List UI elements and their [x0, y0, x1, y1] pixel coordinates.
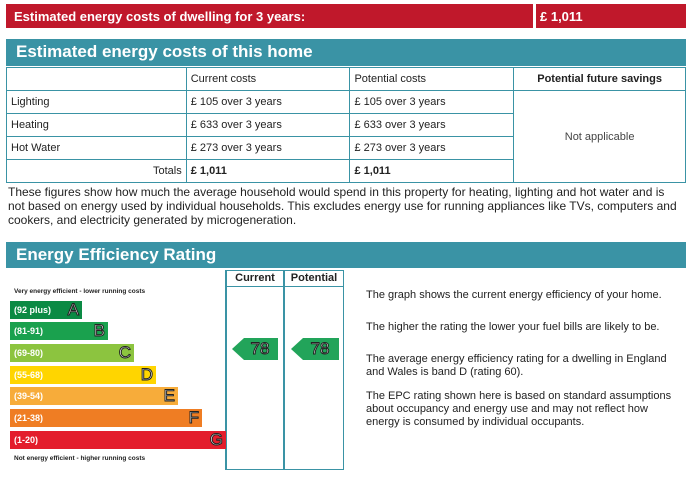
- rating-band-c: (69-80) C: [10, 343, 134, 363]
- eer-section-title-text: Energy Efficiency Rating: [16, 245, 217, 264]
- header-potential-savings: Potential future savings: [513, 67, 686, 91]
- eer-text-1: The graph shows the current energy effic…: [366, 289, 662, 301]
- rating-band-f: (21-38) F: [10, 408, 202, 428]
- band-range: (69-80): [14, 348, 44, 358]
- band-range: (21-38): [14, 413, 44, 423]
- table-row: Lighting £ 105 over 3 years £ 105 over 3…: [6, 90, 686, 183]
- header-potential-costs: Potential costs: [349, 67, 515, 91]
- potential-column: [284, 270, 344, 470]
- row-label-lighting: Lighting: [6, 90, 187, 114]
- potential-rating-value: 78: [310, 339, 330, 359]
- totals-potential: £ 1,011: [349, 159, 515, 183]
- potential-column-header: Potential: [290, 272, 338, 284]
- table-row: Hot Water £ 273 over 3 years £ 273 over …: [6, 136, 686, 160]
- band-letter: F: [188, 408, 199, 428]
- band-range: (1-20): [14, 435, 39, 445]
- band-letter: C: [118, 343, 131, 363]
- rating-band-a: (92 plus) A: [10, 300, 82, 320]
- heating-potential: £ 633 over 3 years: [349, 113, 515, 137]
- header-cell-empty: [6, 67, 187, 91]
- current-rating-value: 78: [250, 339, 270, 359]
- potential-rating-arrow: 78: [291, 338, 339, 360]
- band-range: (39-54): [14, 391, 44, 401]
- row-label-hot-water: Hot Water: [6, 136, 187, 160]
- totals-current: £ 1,011: [185, 159, 351, 183]
- band-range: (81-91): [14, 326, 44, 336]
- current-column: [226, 270, 284, 470]
- current-rating-arrow: 78: [232, 338, 278, 360]
- total-cost-label: Estimated energy costs of dwelling for 3…: [14, 9, 306, 24]
- total-cost-value: £ 1,011: [540, 9, 583, 24]
- costs-section-title: Estimated energy costs of this home: [6, 39, 686, 66]
- energy-costs-table: Current costs Potential costs Potential …: [6, 67, 686, 183]
- lighting-potential: £ 105 over 3 years: [349, 90, 515, 114]
- bottom-caption: Not energy efficient - higher running co…: [14, 455, 146, 462]
- table-row: Heating £ 633 over 3 years £ 633 over 3 …: [6, 113, 686, 137]
- table-header-row: Current costs Potential costs Potential …: [6, 67, 686, 91]
- heating-current: £ 633 over 3 years: [185, 113, 351, 137]
- costs-note: These figures show how much the average …: [8, 185, 677, 227]
- eer-text-2: The higher the rating the lower your fue…: [366, 321, 660, 333]
- band-letter: A: [67, 300, 79, 320]
- banner-divider: [533, 4, 536, 28]
- band-range: (92 plus): [14, 305, 52, 315]
- lighting-current: £ 105 over 3 years: [185, 90, 351, 114]
- band-letter: B: [93, 321, 105, 341]
- bands-frame: [6, 270, 226, 470]
- current-column-header: Current: [235, 272, 275, 284]
- totals-row: Totals £ 1,011 £ 1,011: [6, 159, 686, 183]
- band-letter: D: [140, 365, 153, 385]
- hot-water-current: £ 273 over 3 years: [185, 136, 351, 160]
- totals-label: Totals: [6, 159, 187, 183]
- eer-chart: Current Potential Very energy efficient …: [6, 270, 346, 472]
- costs-section-title-text: Estimated energy costs of this home: [16, 42, 313, 61]
- eer-text-3: The average energy efficiency rating for…: [366, 353, 667, 378]
- rating-band-g: (1-20) G: [10, 430, 226, 450]
- total-cost-banner: Estimated energy costs of dwelling for 3…: [6, 4, 686, 28]
- header-current-costs: Current costs: [185, 67, 351, 91]
- eer-section-title: Energy Efficiency Rating: [6, 242, 686, 268]
- eer-text-4: The EPC rating shown here is based on st…: [366, 390, 672, 428]
- rating-band-e: (39-54) E: [10, 386, 178, 406]
- rating-band-b: (81-91) B: [10, 321, 108, 341]
- hot-water-potential: £ 273 over 3 years: [349, 136, 515, 160]
- header-divider: [226, 286, 344, 287]
- row-label-heating: Heating: [6, 113, 187, 137]
- rating-band-d: (55-68) D: [10, 365, 156, 385]
- savings-cell: Not applicable: [513, 90, 686, 183]
- band-letter: E: [163, 386, 175, 406]
- top-caption: Very energy efficient - lower running co…: [14, 288, 146, 295]
- band-letter: G: [209, 430, 223, 450]
- band-range: (55-68): [14, 370, 44, 380]
